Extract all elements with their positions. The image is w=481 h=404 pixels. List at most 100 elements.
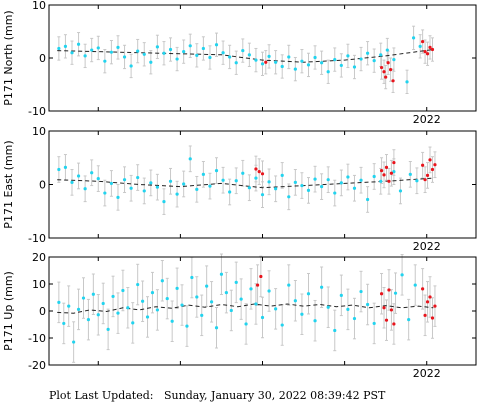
north-primary-point [313, 55, 317, 60]
north-primary-point [214, 43, 219, 47]
north-primary-point [346, 54, 350, 58]
up-primary-point [170, 319, 174, 323]
east-recent-point [433, 163, 437, 167]
north-recent-point [430, 47, 435, 52]
east-primary-point [293, 180, 297, 184]
north-recent-point [389, 68, 393, 72]
east-recent-point [389, 171, 394, 175]
north-primary-point [300, 59, 304, 63]
east-recent-point [260, 172, 265, 176]
up-recent-point [255, 283, 260, 287]
east-primary-point [415, 179, 419, 183]
north-primary-point [326, 70, 330, 74]
plot-last-updated-label: Plot Last Updated: [49, 389, 154, 402]
east-primary-point [201, 172, 205, 176]
up-primary-point [185, 324, 189, 328]
east-primary-point [168, 179, 173, 183]
north-recent-point [391, 79, 395, 83]
up-recent-point [379, 292, 384, 296]
north-primary-point [136, 49, 140, 53]
east-primary-point [359, 178, 363, 182]
north-primary-point [208, 55, 212, 60]
east-primary-point [136, 175, 140, 180]
north-primary-point [241, 48, 245, 53]
east-primary-point [280, 173, 284, 178]
up-primary-point [413, 283, 417, 287]
up-primary-point [293, 299, 297, 303]
east-recent-point [430, 167, 435, 172]
north-primary-point [201, 46, 205, 51]
north-primary-point [379, 53, 383, 57]
up-primary-point [274, 307, 278, 311]
north-recent-point [379, 65, 384, 70]
east-primary-point [162, 200, 166, 204]
up-recent-point [421, 287, 425, 291]
up-primary-point [57, 300, 61, 304]
up-primary-point [126, 306, 130, 310]
north-primary-point [320, 61, 324, 65]
up-primary-point [116, 311, 120, 315]
east-primary-point [109, 181, 114, 186]
north-primary-point [260, 62, 265, 66]
up-primary-point [239, 297, 243, 301]
north-primary-point [221, 51, 225, 55]
east-primary-point [214, 168, 219, 173]
north-primary-point [195, 53, 199, 57]
up-primary-point [352, 316, 357, 321]
north-recent-point [421, 39, 425, 44]
east-primary-point [96, 177, 100, 181]
up-primary-point [254, 302, 258, 306]
up-primary-point [214, 326, 219, 330]
up-primary-point [249, 287, 253, 291]
north-recent-point [384, 75, 388, 79]
east-primary-point [221, 178, 225, 182]
north-primary-point [411, 36, 416, 40]
up-primary-point [101, 301, 105, 306]
up-primary-point [96, 313, 100, 317]
north-primary-point [372, 59, 376, 63]
north-recent-point [382, 70, 386, 74]
up-primary-point [111, 294, 115, 299]
east-primary-point [195, 187, 199, 191]
up-primary-point [62, 321, 66, 326]
east-y-axis-label: P171 East (mm) [2, 140, 15, 228]
up-recent-point [428, 295, 432, 299]
east-primary-point [306, 188, 311, 192]
up-primary-point [393, 291, 398, 295]
up-primary-point [91, 292, 95, 296]
east-recent-point [379, 168, 384, 173]
up-primary-point [209, 300, 214, 304]
north-recent-point [425, 52, 430, 56]
up-primary-point [219, 272, 224, 276]
east-primary-point [372, 174, 376, 179]
north-recent-point [264, 60, 268, 64]
up-primary-point [160, 279, 164, 283]
north-primary-point [116, 45, 120, 50]
north-primary-point [359, 57, 363, 61]
east-primary-point [234, 179, 238, 183]
up-primary-point [260, 315, 265, 320]
up-primary-point [366, 302, 370, 307]
east-primary-point [254, 176, 258, 180]
north-primary-point [182, 50, 186, 54]
up-primary-point [407, 318, 411, 322]
north-primary-point [352, 65, 357, 69]
up-primary-point [224, 291, 228, 295]
north-primary-point [280, 64, 284, 69]
up-y-tick-label: -20 [28, 359, 46, 372]
north-primary-point [385, 48, 389, 52]
north-primary-point [168, 47, 173, 52]
up-primary-point [200, 313, 204, 317]
east-primary-point [122, 178, 127, 182]
north-primary-point [287, 55, 291, 59]
up-primary-point [136, 282, 140, 287]
north-primary-point [228, 55, 232, 59]
up-y-tick-label: 10 [32, 278, 46, 291]
east-recent-point [421, 163, 425, 167]
up-primary-point [244, 322, 248, 326]
north-primary-point [103, 59, 107, 63]
up-primary-point [400, 273, 404, 277]
north-primary-point [109, 50, 114, 54]
up-primary-point [121, 288, 125, 293]
north-primary-point [129, 64, 133, 68]
